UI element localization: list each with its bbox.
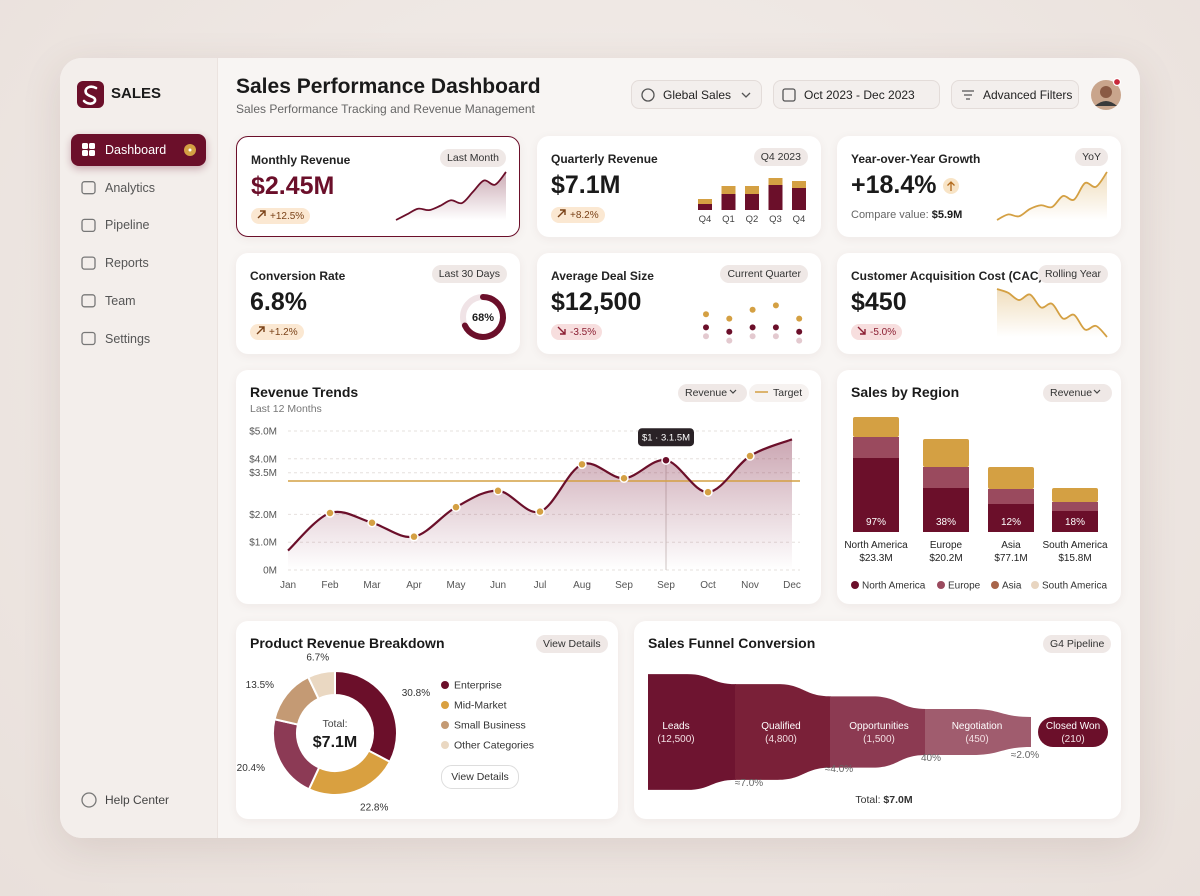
- funnel-total: Total: $7.0M: [834, 794, 934, 806]
- change-value: +1.2%: [269, 327, 298, 338]
- nav-item[interactable]: Pipeline: [71, 209, 206, 241]
- kpi-value: $7.1M: [551, 171, 621, 199]
- region-select[interactable]: Glebal Sales: [631, 80, 762, 109]
- kpi-title: Year-over-Year Growth: [851, 152, 981, 166]
- kpi-change: +12.5%: [251, 208, 311, 224]
- compare-label: Compare value:: [851, 209, 929, 221]
- date-range[interactable]: Oct 2023 - Dec 2023: [773, 80, 940, 109]
- kpi-title: Average Deal Size: [551, 269, 654, 283]
- view-details-tag[interactable]: View Details: [536, 635, 608, 653]
- nav-label: Dashboard: [105, 143, 167, 157]
- brand: SALES: [111, 85, 162, 102]
- kpi-title: Customer Acquisition Cost (CAC): [851, 269, 1043, 283]
- kpi-tag: YoY: [1075, 148, 1108, 166]
- kpi-change: -3.5%: [551, 324, 603, 340]
- arrow: [257, 210, 266, 219]
- arrow: [857, 326, 866, 335]
- card-subtitle: Last 12 Months: [250, 403, 322, 415]
- trend-arrow: [557, 209, 566, 218]
- kpi-title: Quarterly Revenue: [551, 152, 658, 166]
- kpi-value: $2.45M: [251, 172, 335, 200]
- nav-item[interactable]: Analytics: [71, 172, 206, 204]
- revenue-trends-card: [236, 370, 821, 604]
- kpi-value: +18.4%: [851, 171, 937, 199]
- trend-arrow: [256, 326, 265, 335]
- change-value: -3.5%: [570, 327, 597, 338]
- kpi-card: Quarterly Revenue Q4 2023 $7.1M +8.2%: [537, 136, 821, 237]
- change-value: +12.5%: [270, 211, 305, 222]
- nav-label: Settings: [105, 331, 151, 346]
- nav-label: Reports: [105, 256, 149, 271]
- change-value: +8.2%: [570, 210, 599, 221]
- total-value: $7.0M: [883, 794, 913, 806]
- view-details-button[interactable]: View Details: [441, 765, 519, 789]
- page-subtitle: Sales Performance Tracking and Revenue M…: [236, 102, 535, 116]
- kpi-card: Customer Acquisition Cost (CAC) Rolling Y…: [837, 253, 1121, 354]
- nav-item[interactable]: Reports: [71, 247, 206, 279]
- page-title: Sales Performance Dashboard: [236, 75, 541, 98]
- pipeline-tag: G4 Pipeline: [1043, 635, 1112, 653]
- change-value: -5.0%: [870, 327, 897, 338]
- trend-arrow: [257, 210, 266, 219]
- kpi-change: -5.0%: [851, 324, 903, 340]
- nav-item[interactable]: Settings: [71, 323, 206, 355]
- kpi-tag: Rolling Year: [1037, 265, 1108, 283]
- kpi-title: Monthly Revenue: [251, 153, 351, 167]
- metric-dropdown[interactable]: Revenue: [678, 384, 748, 402]
- nav-label: Team: [105, 293, 136, 308]
- nav-label: Pipeline: [105, 218, 150, 233]
- kpi-change: +8.2%: [551, 207, 605, 223]
- kpi-tag: Current Quarter: [720, 265, 808, 283]
- kpi-card: Year-over-Year Growth YoY +18.4% Compare va…: [837, 136, 1121, 237]
- card-title: Revenue Trends: [250, 384, 359, 400]
- kpi-tag: Last 30 Days: [431, 265, 507, 283]
- kpi-value: $12,500: [551, 288, 642, 316]
- compare-value: $5.9M: [931, 209, 963, 221]
- nav-label: Analytics: [105, 180, 156, 195]
- arrow: [557, 209, 566, 218]
- kpi-tag: Last Month: [440, 149, 506, 167]
- legend-target: Target: [749, 384, 810, 402]
- kpi-tag: Q4 2023: [753, 148, 808, 166]
- kpi-card: Average Deal Size Current Quarter $12,500 -…: [537, 253, 821, 354]
- metric-dropdown[interactable]: Revenue: [1043, 384, 1113, 402]
- kpi-card: Conversion Rate Last 30 Days 6.8% +1.2%: [236, 253, 520, 354]
- total-label: Total:: [855, 794, 881, 806]
- nav-item[interactable]: Team: [71, 285, 206, 317]
- kpi-value: 6.8%: [250, 288, 307, 316]
- help-center[interactable]: Help Center: [105, 793, 170, 807]
- trend-arrow: [857, 326, 866, 335]
- trend-arrow: [557, 326, 566, 335]
- region-card: [837, 370, 1121, 604]
- kpi-card: Monthly Revenue Last Month $2.45M +12.5%: [236, 136, 520, 237]
- card-title: Sales by Region: [851, 384, 960, 400]
- kpi-title: Conversion Rate: [250, 269, 346, 283]
- kpi-value: $450: [851, 288, 907, 316]
- nav-item[interactable]: Dashboard: [71, 134, 206, 166]
- arrow: [557, 326, 566, 335]
- card-title: Sales Funnel Conversion: [648, 635, 816, 651]
- kpi-change: +1.2%: [250, 324, 304, 340]
- arrow: [256, 326, 265, 335]
- advanced-filters[interactable]: Advanced Filters: [951, 80, 1079, 109]
- compare: Compare value: $5.9M: [851, 209, 962, 221]
- card-title: Product Revenue Breakdown: [250, 635, 445, 651]
